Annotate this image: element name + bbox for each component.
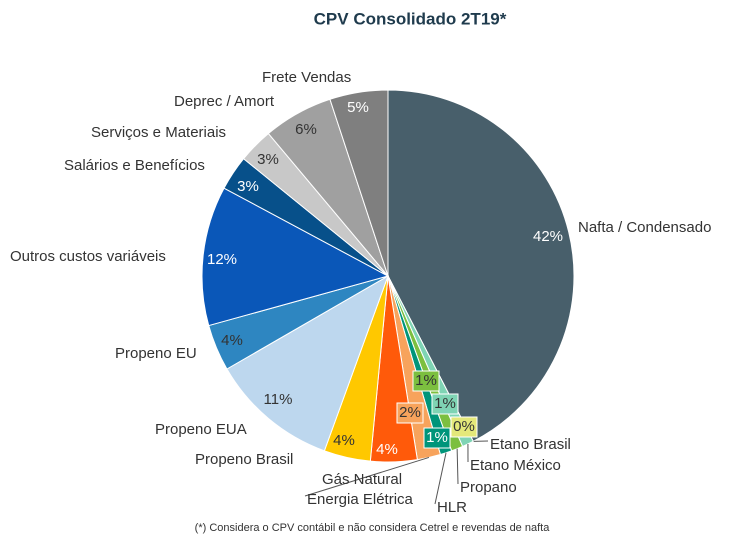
category-label: Propeno EUA — [155, 421, 247, 438]
value-label: 4% — [376, 441, 398, 458]
value-label: 4% — [221, 332, 243, 349]
value-label: 1% — [434, 395, 456, 412]
category-label: Nafta / Condensado — [578, 219, 711, 236]
category-label: Serviços e Materiais — [91, 124, 226, 141]
value-label: 5% — [347, 99, 369, 116]
pie-slice — [387, 89, 575, 442]
label-box — [431, 393, 459, 415]
value-label: 12% — [207, 251, 237, 268]
value-label: 4% — [333, 432, 355, 449]
leader-line — [434, 452, 447, 505]
category-label: Propeno EU — [115, 345, 197, 362]
value-label: 1% — [415, 372, 437, 389]
category-label: HLR — [437, 499, 467, 516]
pie-slice — [226, 274, 389, 452]
value-label: 0% — [453, 418, 475, 435]
value-label: 3% — [237, 178, 259, 195]
pie-slice — [201, 187, 390, 327]
category-label: Etano Brasil — [490, 436, 571, 453]
category-label: Frete Vendas — [262, 69, 351, 86]
value-label: 3% — [257, 151, 279, 168]
category-label: Etano México — [470, 457, 561, 474]
value-label: 1% — [426, 429, 448, 446]
footnote: (*) Considera o CPV contábil e não consi… — [195, 522, 551, 534]
chart-title: CPV Consolidado 2T19* — [314, 9, 507, 28]
category-label: Propeno Brasil — [195, 451, 293, 468]
category-label: Gás Natural — [322, 471, 402, 488]
label-box — [450, 416, 478, 438]
label-box — [423, 427, 451, 449]
category-label: Propano — [460, 479, 517, 496]
leader-line — [456, 448, 459, 485]
category-label: Salários e Benefícios — [64, 157, 205, 174]
label-box — [412, 370, 440, 392]
category-label: Energia Elétrica — [307, 491, 414, 508]
label-box — [396, 402, 424, 424]
value-label: 11% — [264, 391, 293, 408]
category-label: Outros custos variáveis — [10, 248, 166, 265]
category-label: Deprec / Amort — [174, 93, 275, 110]
value-label: 6% — [295, 121, 317, 138]
value-label: 2% — [399, 404, 421, 421]
leader-line — [304, 456, 430, 497]
value-label: 42% — [533, 228, 563, 245]
pie-slice — [329, 89, 389, 277]
